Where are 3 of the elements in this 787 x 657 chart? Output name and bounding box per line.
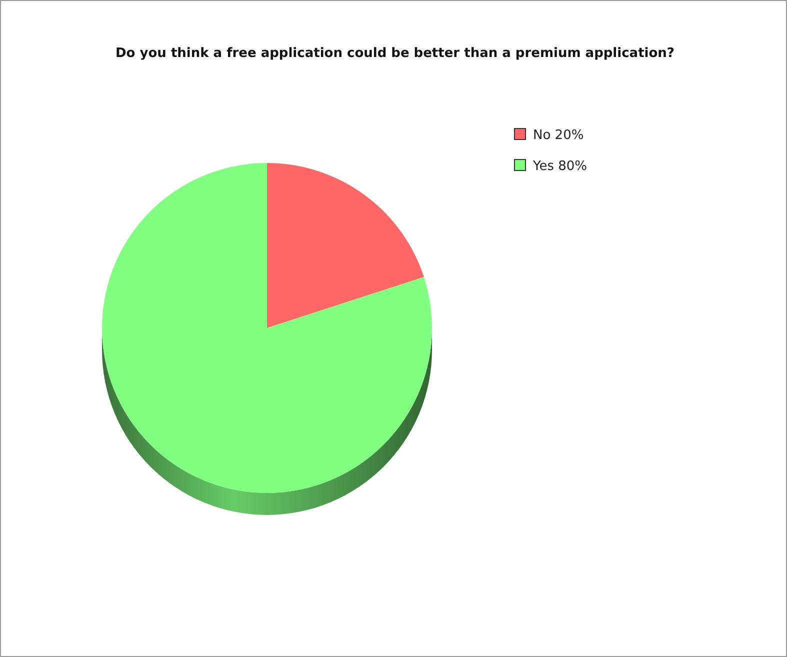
legend-label: No 20% <box>533 128 584 143</box>
legend-label: Yes 80% <box>532 159 588 174</box>
chart-title: Do you think a free application could be better than a premium application? <box>116 46 674 61</box>
